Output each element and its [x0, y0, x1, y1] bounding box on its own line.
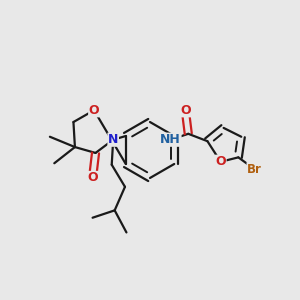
- Text: O: O: [87, 172, 98, 184]
- Text: O: O: [89, 104, 99, 117]
- Text: O: O: [215, 155, 226, 168]
- Text: Br: Br: [247, 163, 262, 176]
- Text: O: O: [180, 104, 190, 117]
- Text: N: N: [108, 133, 119, 146]
- Text: NH: NH: [160, 133, 181, 146]
